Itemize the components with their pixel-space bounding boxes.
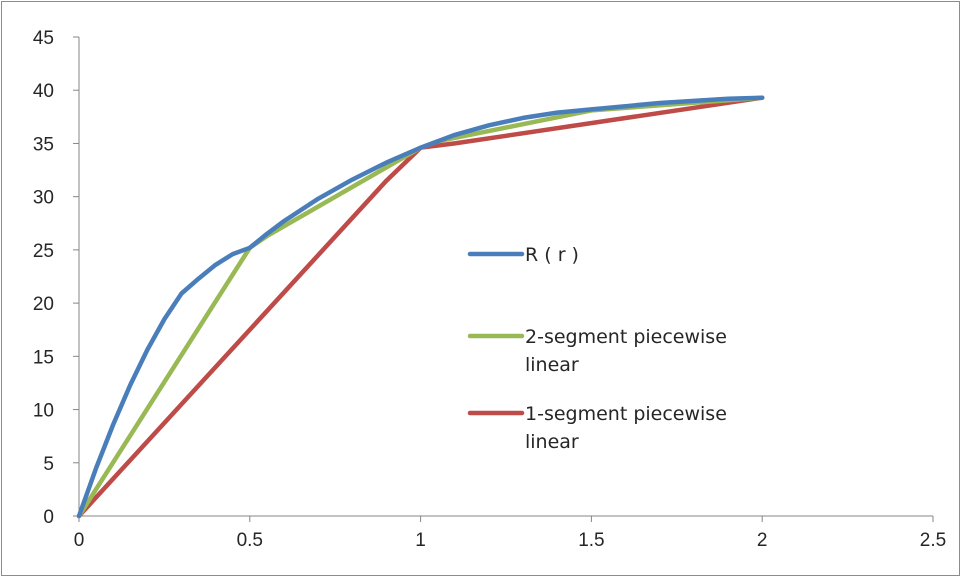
x-tick-label: 1.5 — [578, 530, 604, 551]
legend-label-3: 1-segment piecewise — [525, 403, 727, 425]
series-lines — [76, 95, 765, 519]
series-line-2 — [76, 95, 765, 519]
legend-label-2: 2-segment piecewise — [525, 326, 727, 348]
x-tick-label: 2.5 — [920, 530, 946, 551]
y-tick-label: 25 — [33, 241, 54, 262]
y-tick-label: 5 — [43, 454, 54, 475]
x-tick-label: 0 — [74, 530, 85, 551]
y-tick-label: 10 — [33, 401, 54, 422]
legend-label-3: linear — [525, 431, 579, 453]
y-tick-label: 40 — [33, 81, 54, 102]
y-tick-label: 45 — [33, 28, 54, 49]
legend-label-1: R ( r ) — [525, 244, 579, 266]
y-tick-label: 20 — [33, 294, 54, 315]
y-tick-label: 35 — [33, 134, 54, 155]
axes: 0 5 10 15 20 25 30 35 40 45 0 0.5 1 1.5 2 2.5 — [33, 28, 946, 551]
legend: R ( r ) 2-segment piecewise linear 1-segmen… — [467, 244, 727, 453]
x-tick-label: 2 — [757, 530, 768, 551]
legend-label-2: linear — [525, 354, 579, 376]
series-line-1 — [76, 95, 765, 519]
series-line-3 — [76, 95, 765, 519]
y-tick-label: 30 — [33, 188, 54, 209]
x-tick-label: 0.5 — [237, 530, 263, 551]
y-tick-label: 15 — [33, 347, 54, 368]
y-tick-label: 0 — [43, 507, 54, 528]
x-tick-label: 1 — [415, 530, 426, 551]
